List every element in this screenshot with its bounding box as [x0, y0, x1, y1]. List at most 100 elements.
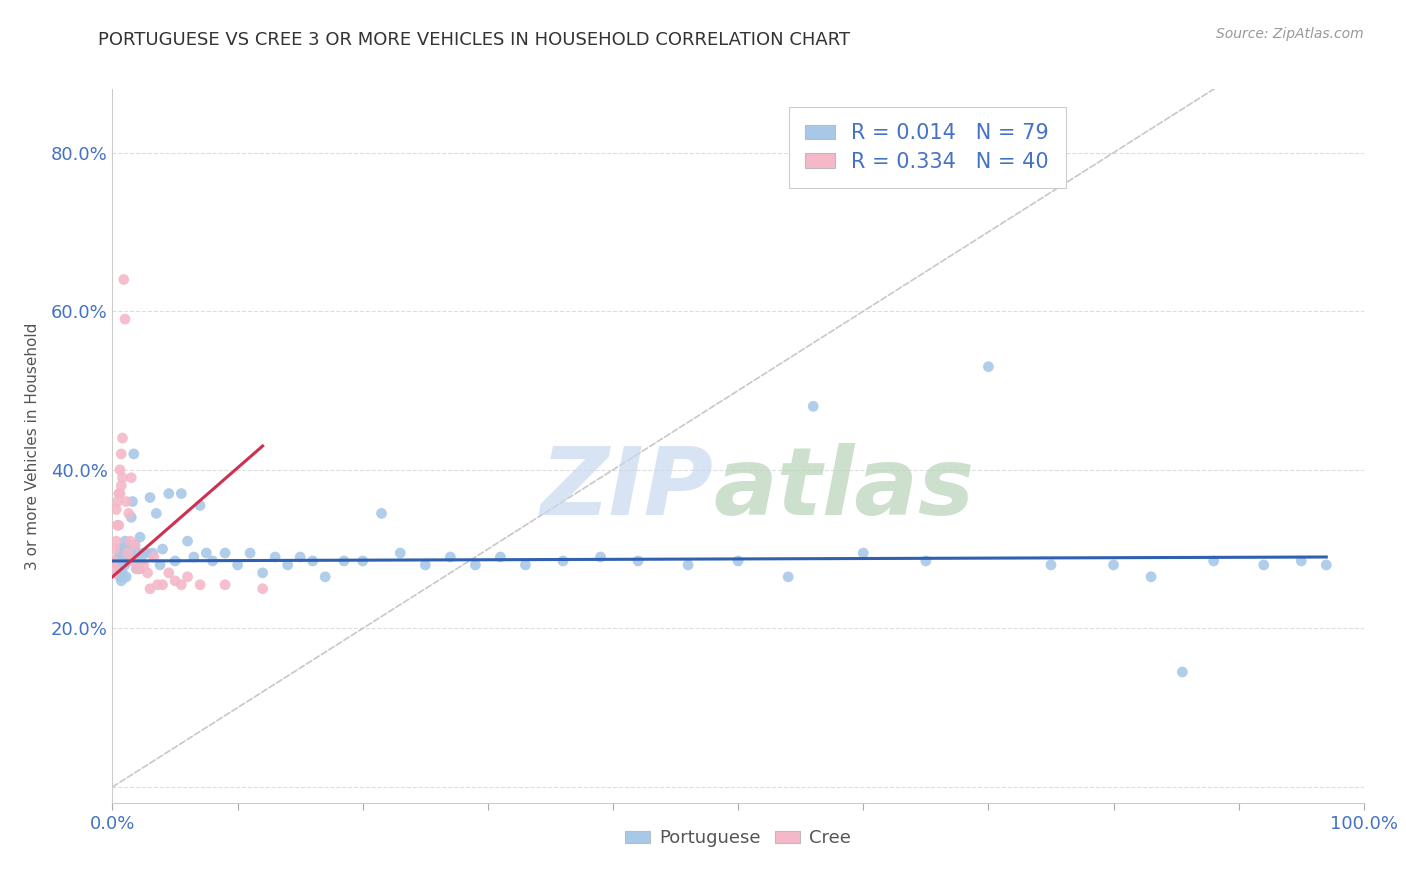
- Point: [129, 530, 152, 544]
- Point: [226, 558, 249, 572]
- Point: [214, 578, 236, 592]
- Point: [111, 566, 134, 580]
- Point: [142, 549, 165, 564]
- Point: [107, 494, 129, 508]
- Point: [105, 502, 128, 516]
- Point: [111, 471, 134, 485]
- Text: ZIP: ZIP: [540, 442, 713, 535]
- Point: [333, 554, 356, 568]
- Point: [111, 431, 134, 445]
- Point: [152, 542, 174, 557]
- Point: [108, 570, 131, 584]
- Point: [108, 463, 131, 477]
- Point: [163, 574, 186, 588]
- Point: [214, 546, 236, 560]
- Point: [120, 542, 142, 557]
- Point: [314, 570, 336, 584]
- Point: [146, 578, 169, 592]
- Point: [1253, 558, 1275, 572]
- Point: [370, 507, 392, 521]
- Legend: Portuguese, Cree: Portuguese, Cree: [617, 822, 859, 855]
- Point: [107, 549, 129, 564]
- Point: [111, 546, 134, 560]
- Point: [801, 400, 824, 414]
- Point: [118, 534, 141, 549]
- Point: [104, 542, 127, 557]
- Point: [489, 549, 512, 564]
- Point: [110, 574, 132, 588]
- Point: [115, 549, 138, 564]
- Point: [149, 558, 172, 572]
- Point: [252, 566, 274, 580]
- Point: [108, 546, 131, 560]
- Point: [105, 554, 128, 568]
- Point: [1202, 554, 1225, 568]
- Point: [188, 578, 211, 592]
- Point: [413, 558, 436, 572]
- Point: [103, 554, 125, 568]
- Point: [1171, 665, 1194, 679]
- Point: [110, 478, 132, 492]
- Point: [157, 566, 180, 580]
- Point: [105, 534, 128, 549]
- Point: [176, 570, 198, 584]
- Point: [589, 549, 612, 564]
- Point: [1039, 558, 1063, 572]
- Point: [277, 558, 299, 572]
- Point: [170, 486, 193, 500]
- Point: [112, 272, 135, 286]
- Point: [104, 562, 127, 576]
- Point: [439, 549, 461, 564]
- Point: [195, 546, 218, 560]
- Point: [157, 486, 180, 500]
- Point: [112, 570, 135, 584]
- Point: [132, 558, 155, 572]
- Point: [118, 546, 141, 560]
- Point: [239, 546, 262, 560]
- Point: [201, 554, 224, 568]
- Text: atlas: atlas: [713, 442, 974, 535]
- Point: [114, 312, 136, 326]
- Point: [107, 518, 129, 533]
- Point: [290, 549, 312, 564]
- Point: [135, 546, 157, 560]
- Point: [115, 570, 138, 584]
- Point: [108, 486, 131, 500]
- Point: [120, 471, 142, 485]
- Point: [727, 554, 749, 568]
- Point: [1140, 570, 1163, 584]
- Point: [112, 542, 135, 557]
- Point: [103, 566, 125, 580]
- Point: [127, 562, 149, 576]
- Point: [352, 554, 374, 568]
- Point: [125, 562, 148, 576]
- Point: [107, 486, 129, 500]
- Point: [122, 447, 145, 461]
- Point: [163, 554, 186, 568]
- Point: [129, 562, 152, 576]
- Y-axis label: 3 or more Vehicles in Household: 3 or more Vehicles in Household: [25, 322, 39, 570]
- Point: [139, 491, 162, 505]
- Point: [114, 558, 136, 572]
- Point: [129, 554, 152, 568]
- Point: [107, 566, 129, 580]
- Point: [121, 494, 143, 508]
- Point: [1291, 554, 1313, 568]
- Point: [124, 538, 146, 552]
- Point: [152, 578, 174, 592]
- Point: [132, 546, 155, 560]
- Point: [107, 518, 129, 533]
- Point: [118, 554, 141, 568]
- Point: [389, 546, 412, 560]
- Point: [110, 447, 132, 461]
- Point: [118, 507, 141, 521]
- Point: [252, 582, 274, 596]
- Point: [136, 566, 159, 580]
- Point: [124, 538, 146, 552]
- Point: [145, 507, 167, 521]
- Point: [627, 554, 650, 568]
- Point: [464, 558, 486, 572]
- Text: PORTUGUESE VS CREE 3 OR MORE VEHICLES IN HOUSEHOLD CORRELATION CHART: PORTUGUESE VS CREE 3 OR MORE VEHICLES IN…: [98, 31, 851, 49]
- Text: Source: ZipAtlas.com: Source: ZipAtlas.com: [1216, 27, 1364, 41]
- Point: [114, 534, 136, 549]
